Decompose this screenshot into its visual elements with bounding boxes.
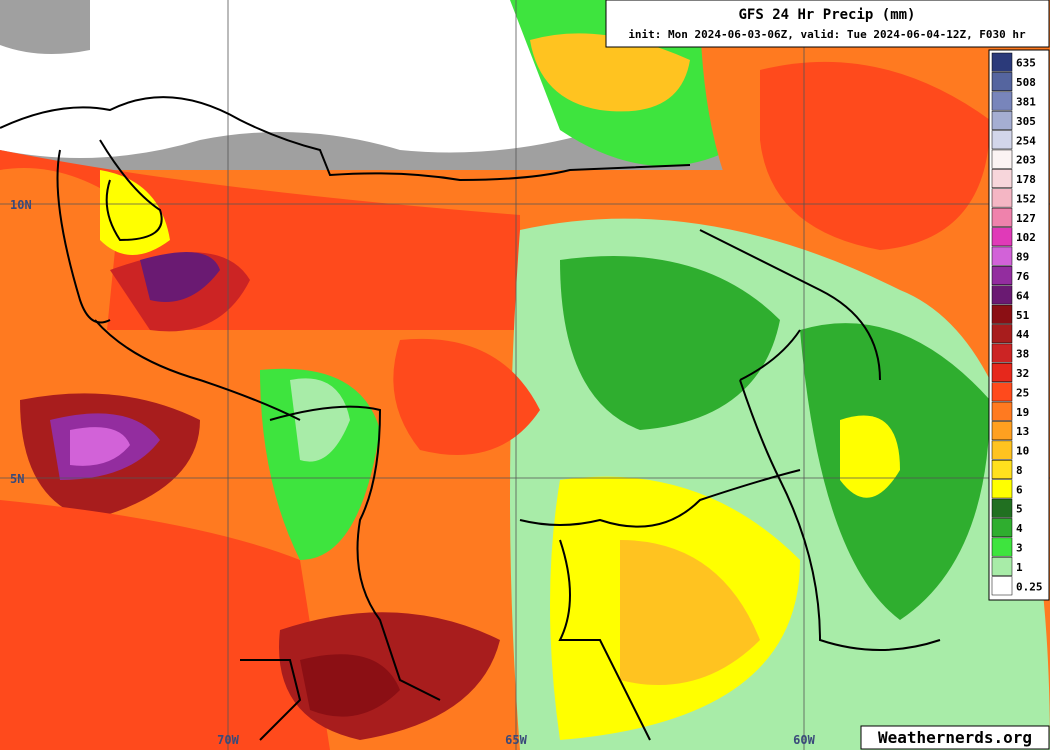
legend-label: 19: [1016, 406, 1029, 419]
legend-swatch: [991, 72, 1013, 92]
legend-label: 203: [1016, 154, 1036, 167]
legend-label: 32: [1016, 367, 1029, 380]
legend-label: 635: [1016, 57, 1036, 70]
legend-label: 152: [1016, 192, 1036, 205]
legend-label: 76: [1016, 270, 1030, 283]
legend-swatch: [991, 363, 1013, 382]
lat-label: 5N: [10, 472, 24, 486]
legend-swatch: [991, 91, 1013, 111]
lon-label: 70W: [217, 733, 239, 747]
legend-label: 8: [1016, 464, 1023, 477]
legend-swatch: [991, 518, 1013, 538]
legend-swatch: [991, 130, 1013, 150]
legend-swatch: [991, 556, 1013, 576]
legend-swatch: [991, 324, 1013, 344]
legend-label: 64: [1016, 289, 1030, 302]
legend-swatch: [991, 227, 1013, 247]
legend-swatch: [991, 479, 1013, 499]
legend-swatch: [991, 498, 1013, 518]
map-subtitle: init: Mon 2024-06-03-06Z, valid: Tue 202…: [628, 28, 1026, 41]
legend-label: 25: [1016, 386, 1029, 399]
watermark-box: Weathernerds.org: [860, 725, 1050, 750]
legend-swatch: [991, 246, 1013, 266]
lon-label: 60W: [793, 733, 815, 747]
watermark: Weathernerds.org: [878, 728, 1032, 747]
legend-swatch: [991, 382, 1013, 402]
legend-label: 508: [1016, 76, 1036, 89]
legend-swatch: [991, 207, 1013, 227]
legend-swatch: [991, 304, 1013, 324]
legend-label: 102: [1016, 231, 1036, 244]
legend-swatch: [991, 576, 1013, 596]
legend-label: 13: [1016, 425, 1029, 438]
legend-swatch: [991, 149, 1013, 169]
legend-swatch: [991, 421, 1013, 441]
lon-labels: 70W 65W 60W: [217, 733, 815, 747]
legend-label: 305: [1016, 115, 1036, 128]
legend-label: 178: [1016, 173, 1036, 186]
lat-label: 10N: [10, 198, 32, 212]
legend-label: 4: [1016, 522, 1023, 535]
legend-swatch: [991, 52, 1013, 72]
legend-label: 3: [1016, 542, 1023, 555]
legend-swatch: [991, 460, 1013, 479]
legend-swatch: [991, 266, 1013, 285]
lon-label: 65W: [505, 733, 527, 747]
legend-label: 89: [1016, 251, 1029, 264]
lat-labels: 10N 5N: [10, 198, 32, 486]
legend-label: 127: [1016, 212, 1036, 225]
legend-swatch: [991, 343, 1013, 363]
legend-label: 5: [1016, 503, 1023, 516]
legend-label: 6: [1016, 483, 1023, 496]
title-box: GFS 24 Hr Precip (mm) init: Mon 2024-06-…: [605, 0, 1050, 48]
legend-swatch: [991, 537, 1013, 557]
legend-label: 10: [1016, 445, 1029, 458]
legend-swatch: [991, 110, 1013, 130]
legend-swatch: [991, 188, 1013, 208]
legend-label: 38: [1016, 348, 1029, 361]
legend-swatch: [991, 285, 1013, 305]
legend: 6355083813052542031781521271028976645144…: [988, 49, 1050, 601]
legend-label: 44: [1016, 328, 1030, 341]
legend-label: 0.25: [1016, 580, 1043, 593]
legend-swatch: [991, 440, 1013, 460]
legend-swatch: [991, 169, 1013, 189]
legend-swatch: [991, 401, 1013, 421]
legend-label: 51: [1016, 309, 1030, 322]
map-title: GFS 24 Hr Precip (mm): [738, 7, 915, 23]
legend-label: 381: [1016, 95, 1036, 108]
coastlines: [0, 96, 941, 741]
legend-label: 1: [1016, 561, 1023, 574]
legend-label: 254: [1016, 134, 1036, 147]
